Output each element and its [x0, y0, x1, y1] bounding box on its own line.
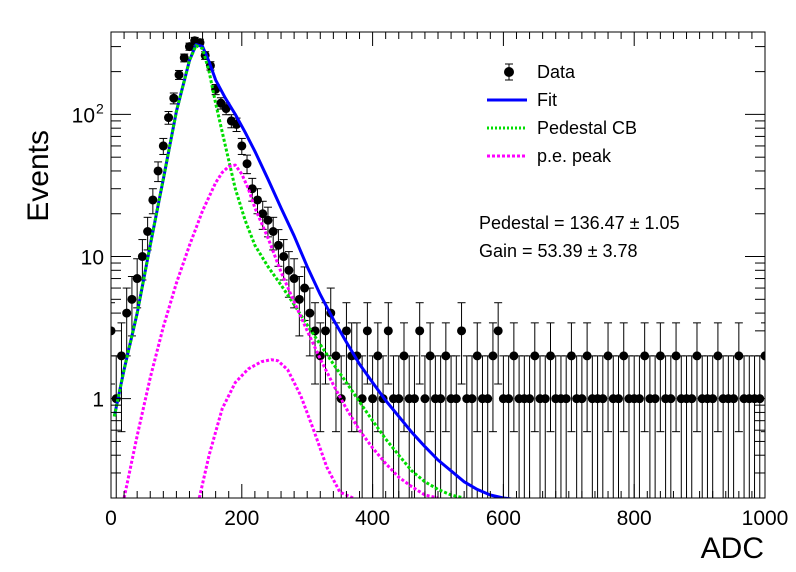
data-point — [273, 229, 283, 267]
data-point — [242, 154, 252, 175]
data-point — [545, 322, 555, 433]
legend-entry-pe-peak: p.e. peak — [487, 146, 612, 166]
data-point — [362, 302, 372, 385]
data-point — [566, 322, 576, 433]
gain-error: 3.78 — [603, 241, 638, 261]
gain-pm: ± — [588, 241, 598, 261]
data-point — [409, 355, 419, 498]
x-tick-label: 800 — [617, 507, 652, 530]
data-point — [708, 355, 718, 498]
data-point — [493, 302, 503, 385]
data-point — [619, 322, 629, 433]
data-point — [603, 322, 613, 433]
data-point — [294, 275, 304, 337]
y-tick-label: 1 — [92, 389, 104, 412]
pedestal-annotation: Pedestal = 136.47 ± 1.05 — [479, 213, 680, 233]
legend-data-marker — [504, 67, 514, 77]
data-point — [148, 188, 158, 215]
x-ticks: 0 200 400 600 800 1000 — [105, 32, 788, 530]
legend: Data Fit Pedestal CB p.e. peak — [487, 62, 637, 166]
data-point — [357, 355, 367, 498]
data-point — [415, 302, 425, 385]
data-point — [394, 355, 404, 498]
x-tick-label: 200 — [224, 507, 259, 530]
data-point — [237, 137, 247, 155]
data-point — [472, 322, 482, 433]
data-layer — [111, 36, 765, 498]
legend-entry-data: Data — [504, 62, 576, 82]
data-point — [734, 322, 744, 433]
data-point — [373, 322, 383, 433]
data-point — [640, 322, 650, 433]
legend-entry-fit: Fit — [487, 90, 557, 110]
data-point — [252, 188, 262, 215]
data-point — [164, 111, 174, 125]
y-tick-label-exponent: 2 — [96, 100, 104, 116]
y-tick-label: 10 — [72, 104, 95, 127]
data-point — [383, 302, 393, 385]
y-tick-label: 10 — [81, 247, 104, 270]
legend-label-pedestal-cb: Pedestal CB — [537, 118, 637, 138]
curve-p-e-peak-2 — [197, 358, 354, 498]
legend-label-data: Data — [537, 62, 576, 82]
data-point — [174, 69, 184, 80]
data-point — [300, 266, 310, 321]
data-point — [169, 92, 179, 105]
data-point — [179, 53, 189, 63]
pedestal-error: 1.05 — [645, 213, 680, 233]
data-point — [614, 355, 624, 498]
data-point — [143, 216, 153, 251]
data-point — [509, 322, 519, 433]
data-point — [305, 287, 315, 357]
data-point — [650, 355, 660, 498]
data-point — [457, 302, 467, 385]
x-tick-label: 0 — [105, 507, 117, 530]
x-tick-label: 600 — [486, 507, 521, 530]
data-point — [132, 258, 142, 309]
curve-p-e-peak — [122, 163, 439, 498]
data-point — [671, 322, 681, 433]
data-point — [598, 355, 608, 498]
legend-label-pe-peak: p.e. peak — [537, 146, 612, 166]
data-point — [425, 322, 435, 433]
data-point — [634, 355, 644, 498]
curve-pedestal-cb — [112, 44, 465, 498]
y-axis-label: Events — [22, 130, 55, 222]
x-tick-label: 400 — [355, 507, 390, 530]
data-point — [488, 322, 498, 433]
curve-layer — [112, 43, 516, 498]
data-point — [451, 355, 461, 498]
x-tick-label: 1000 — [742, 507, 789, 530]
data-point — [713, 322, 723, 433]
gain-annotation: Gain = 53.39 ± 3.78 — [479, 241, 638, 261]
data-point — [582, 322, 592, 433]
data-point — [158, 137, 168, 155]
data-point — [399, 322, 409, 433]
data-point — [279, 239, 289, 281]
pedestal-value: Pedestal = 136.47 — [479, 213, 625, 233]
gain-value: Gain = 53.39 — [479, 241, 583, 261]
pedestal-pm: ± — [630, 213, 640, 233]
data-point — [436, 355, 446, 498]
x-axis-label: ADC — [701, 532, 764, 565]
data-point — [122, 287, 132, 357]
legend-entry-pedestal-cb: Pedestal CB — [487, 118, 637, 138]
data-point — [441, 322, 451, 433]
legend-label-fit: Fit — [537, 90, 557, 110]
data-point — [153, 161, 163, 183]
